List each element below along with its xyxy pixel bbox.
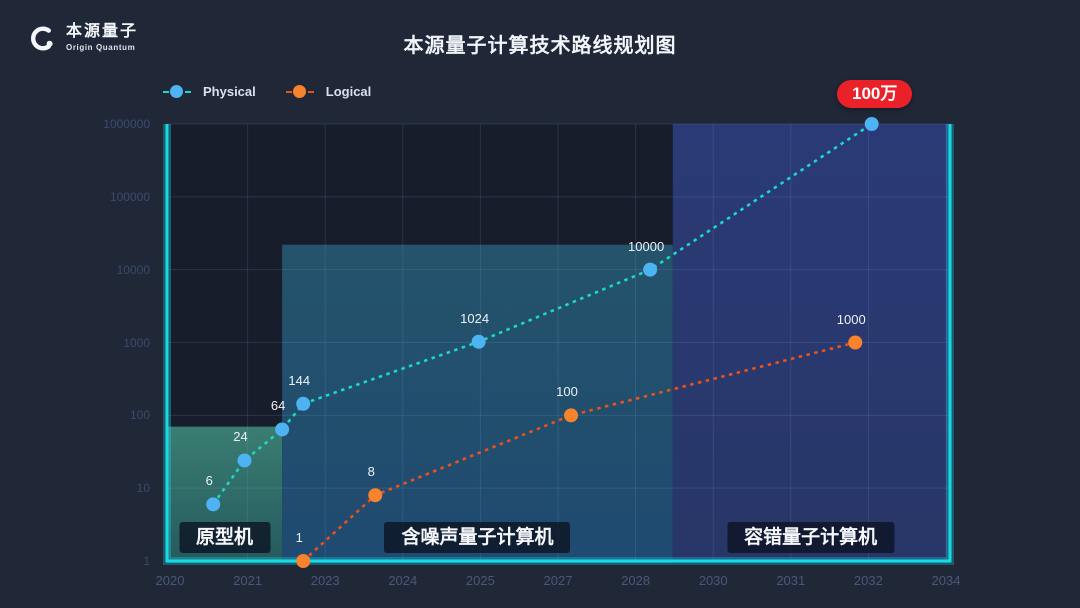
logo-name-en: Origin Quantum: [66, 43, 136, 52]
physical-point-1024[interactable]: [471, 334, 486, 349]
legend-label: Physical: [203, 84, 256, 99]
physical-point-6[interactable]: [206, 497, 221, 512]
physical-legend-marker-icon: [163, 84, 191, 99]
region-fault-tolerant: [672, 124, 949, 563]
logical-point-1000[interactable]: [848, 335, 863, 350]
logical-legend-marker-icon: [285, 84, 314, 99]
physical-point-144[interactable]: [296, 396, 311, 411]
chart-legend: Physical Logical: [163, 84, 371, 99]
physical-point-24[interactable]: [237, 453, 252, 468]
logo-name-cn: 本源量子: [66, 23, 139, 40]
origin-quantum-logo: 本源量子 Origin Quantum: [30, 24, 138, 52]
logical-line: [302, 341, 856, 562]
legend-label: Logical: [325, 84, 372, 99]
region-noisy: [282, 244, 673, 564]
physical-point-10000[interactable]: [643, 262, 658, 277]
axis-border: [165, 124, 952, 563]
legend-item-physical[interactable]: Physical: [163, 84, 256, 99]
logical-point-1[interactable]: [296, 554, 311, 568]
logical-point-8[interactable]: [368, 488, 383, 503]
legend-item-logical[interactable]: Logical: [285, 84, 372, 99]
logo-ring-icon: [30, 25, 56, 51]
page-title: 本源量子计算技术路线规划图: [403, 35, 677, 57]
logical-point-100[interactable]: [564, 408, 579, 423]
physical-point-64[interactable]: [275, 422, 290, 437]
milestone-badge: 100万: [837, 80, 913, 108]
region-prototype: [167, 426, 283, 563]
physical-point-1000000[interactable]: [864, 117, 879, 131]
